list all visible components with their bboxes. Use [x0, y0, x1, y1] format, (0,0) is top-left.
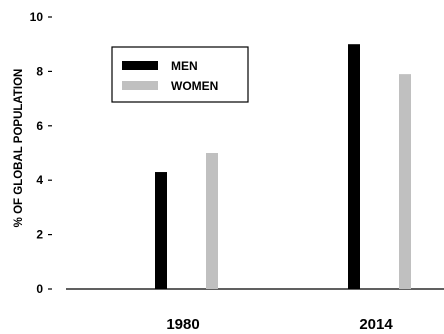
x-category-label: 2014 — [359, 316, 393, 333]
legend-swatch-women — [122, 81, 158, 90]
legend-label-women: WOMEN — [171, 79, 218, 93]
y-tick-label: 0 — [36, 282, 43, 296]
y-tick-label: 2 — [36, 228, 43, 242]
bars — [155, 44, 411, 290]
y-axis-title: % OF GLOBAL POPULATION — [13, 69, 25, 228]
bar-men-1980 — [155, 172, 167, 289]
legend: MEN WOMEN — [111, 46, 249, 103]
bar-women-2014 — [399, 74, 411, 290]
bar-men-2014 — [348, 44, 360, 290]
y-tick-label: 6 — [36, 119, 43, 133]
legend-box — [111, 46, 249, 103]
x-category-label: 1980 — [166, 316, 199, 333]
y-tick-label: 8 — [36, 64, 43, 78]
bar-women-1980 — [206, 153, 218, 289]
legend-label-men: MEN — [171, 59, 198, 73]
legend-swatch-men — [122, 61, 158, 70]
y-axis-ticks: 0 2 4 6 8 10 — [30, 10, 52, 296]
y-tick-label: 10 — [30, 10, 44, 24]
y-tick-label: 4 — [36, 173, 43, 187]
x-axis-categories: 1980 2014 — [166, 316, 393, 333]
